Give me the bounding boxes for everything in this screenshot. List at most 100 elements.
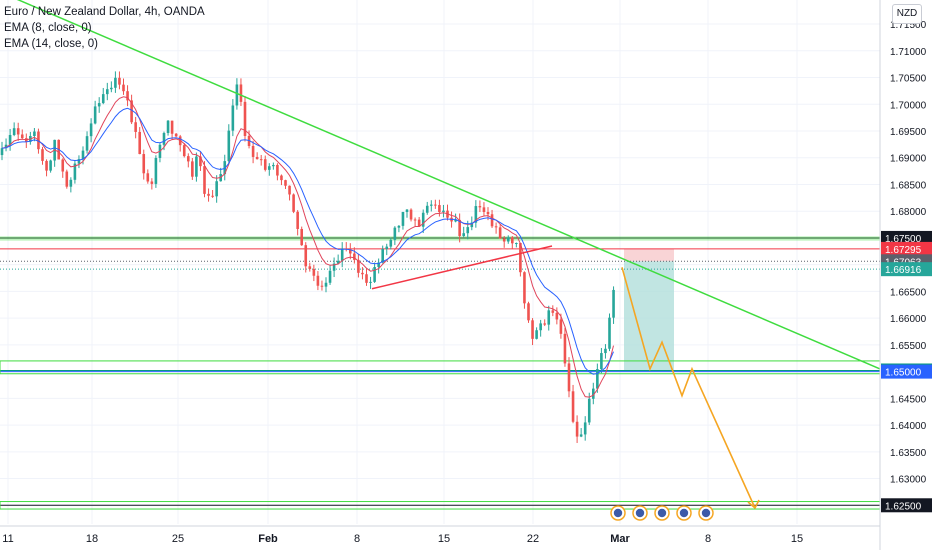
chart-legend: Euro / New Zealand Dollar, 4h, OANDA EMA… (4, 4, 205, 52)
x-axis: 11 18 25 Feb 8 15 22 Mar 8 15 (0, 525, 880, 545)
candle-body (328, 270, 332, 283)
candle-body (8, 134, 12, 145)
candle-body (596, 369, 599, 389)
x-tick-label: 15 (791, 533, 803, 545)
candle-body (174, 133, 178, 137)
candle-body (259, 159, 263, 161)
candle-body (563, 333, 567, 364)
price-label-bg (881, 230, 932, 245)
y-tick-label: 1.71500 (890, 20, 927, 31)
horizontal-levels (0, 236, 881, 510)
price-label: 1.66916 (885, 265, 922, 276)
candle-body (506, 237, 510, 242)
candle-body (482, 207, 486, 212)
y-tick-label: 1.66500 (890, 287, 927, 298)
candle-body (239, 84, 243, 102)
candle-body (421, 212, 425, 227)
price-label-bg (881, 262, 932, 277)
candle-body (195, 156, 198, 177)
candle-body (320, 285, 324, 287)
candle-body (369, 281, 372, 283)
candle-body (154, 157, 158, 184)
candle-body (353, 253, 356, 260)
candle-body (134, 122, 137, 132)
x-tick-label: Mar (610, 533, 630, 545)
candle-body (263, 159, 267, 170)
candle-body (114, 77, 117, 88)
event-flag-icon-inner (657, 508, 667, 518)
candle-body (502, 238, 506, 242)
event-flag-icon-inner (613, 508, 623, 518)
y-tick-label: 1.70000 (890, 100, 927, 111)
candle-body (130, 100, 133, 123)
candle-body (486, 211, 490, 215)
ema8-legend[interactable]: EMA (8, close, 0) (4, 22, 92, 34)
candle-body (442, 210, 445, 213)
candle-body (587, 398, 591, 423)
candle-body (308, 266, 312, 269)
candle-body (498, 227, 502, 239)
candle-body (515, 243, 518, 245)
ema8-line (1, 96, 614, 398)
symbol-title[interactable]: Euro / New Zealand Dollar, 4h, OANDA (4, 6, 205, 18)
candle-body (409, 209, 413, 220)
currency-button[interactable]: NZD (892, 4, 922, 24)
candle-body (381, 248, 384, 263)
candle-body (458, 219, 461, 236)
ema14-legend[interactable]: EMA (14, close, 0) (4, 38, 98, 50)
y-tick-label: 1.69500 (890, 127, 927, 138)
candle-body (101, 94, 105, 104)
candle-body (227, 130, 231, 162)
candle-body (69, 179, 73, 187)
candle-body (65, 171, 69, 187)
candle-body (393, 227, 397, 240)
candle-body (608, 317, 611, 349)
y-tick-label: 1.64000 (890, 421, 927, 432)
descending-trendline (16, 0, 881, 370)
candle-body (539, 323, 542, 331)
event-icons[interactable] (610, 505, 714, 521)
candle-body (377, 262, 380, 268)
candle-body (118, 77, 121, 85)
candle-body (547, 310, 551, 325)
candle-body (425, 205, 429, 213)
candle-body (361, 272, 364, 275)
resistance-zone (0, 236, 880, 241)
candle-body (324, 282, 328, 287)
candle-body (85, 136, 89, 151)
candle-body (385, 246, 389, 249)
candle-body (523, 272, 526, 304)
price-label-bg (881, 498, 932, 513)
ascending-trendline (371, 245, 553, 290)
projection-arrowhead (747, 499, 760, 510)
candle-body (474, 206, 478, 223)
y-tick-label: 1.66000 (890, 314, 927, 325)
candle-body (93, 106, 97, 124)
ema-lines (1, 96, 614, 398)
candle-body (33, 131, 36, 136)
candle-body (397, 225, 401, 228)
candle-body (349, 249, 352, 254)
y-tick-label: 1.64500 (890, 394, 927, 405)
candle-body (470, 222, 474, 228)
candle-body (583, 422, 587, 435)
candle-body (235, 84, 239, 106)
candle-body (438, 205, 441, 213)
candle-body (288, 185, 291, 195)
candle-body (413, 219, 417, 221)
candle-body (81, 150, 85, 160)
candle-body (519, 243, 522, 273)
candle-body (332, 263, 336, 271)
candle-body (276, 164, 279, 176)
candle-body (304, 245, 308, 267)
candle-body (268, 166, 271, 170)
candles (0, 71, 615, 443)
candle-body (142, 154, 146, 174)
event-flag-icon-inner (635, 508, 645, 518)
stop-loss-zone (624, 248, 674, 262)
event-flag-icon-inner (679, 508, 689, 518)
candle-body (166, 120, 170, 133)
event-flag-icon-inner (701, 508, 711, 518)
candle-body (430, 204, 433, 206)
